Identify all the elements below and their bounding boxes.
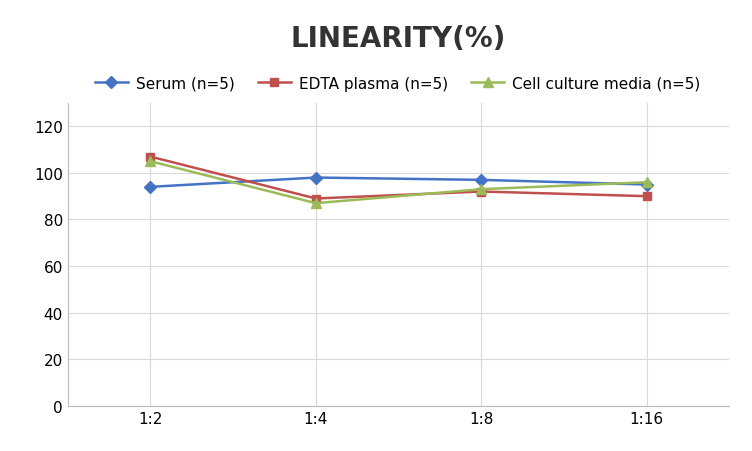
Cell culture media (n=5) (311, 201, 320, 207)
Serum (n=5) (477, 178, 486, 183)
Line: EDTA plasma (n=5): EDTA plasma (n=5) (146, 153, 651, 203)
Line: Cell culture media (n=5): Cell culture media (n=5) (146, 157, 651, 208)
Cell culture media (n=5) (477, 187, 486, 193)
EDTA plasma (n=5) (146, 155, 155, 160)
Line: Serum (n=5): Serum (n=5) (146, 174, 651, 192)
Text: LINEARITY(%): LINEARITY(%) (291, 25, 506, 53)
Cell culture media (n=5) (642, 180, 651, 185)
EDTA plasma (n=5) (642, 194, 651, 199)
Serum (n=5) (311, 175, 320, 181)
Serum (n=5) (642, 182, 651, 188)
Serum (n=5) (146, 185, 155, 190)
Legend: Serum (n=5), EDTA plasma (n=5), Cell culture media (n=5): Serum (n=5), EDTA plasma (n=5), Cell cul… (89, 70, 706, 98)
Cell culture media (n=5) (146, 159, 155, 165)
EDTA plasma (n=5) (311, 196, 320, 202)
EDTA plasma (n=5) (477, 189, 486, 195)
